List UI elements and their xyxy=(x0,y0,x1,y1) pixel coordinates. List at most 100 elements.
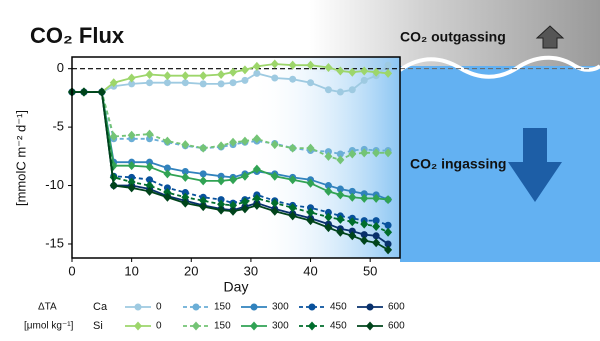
marker xyxy=(360,231,368,239)
marker xyxy=(163,192,172,202)
marker xyxy=(372,238,381,248)
marker xyxy=(336,66,345,76)
marker xyxy=(217,141,226,151)
marker xyxy=(384,221,392,229)
marker xyxy=(128,173,136,181)
marker xyxy=(307,79,315,87)
marker xyxy=(336,190,345,200)
marker xyxy=(229,200,238,210)
marker xyxy=(324,212,333,222)
series-line xyxy=(72,91,389,245)
marker xyxy=(181,189,189,197)
marker xyxy=(360,193,369,203)
marker xyxy=(384,148,393,158)
marker xyxy=(288,143,297,153)
marker xyxy=(163,71,172,81)
legend-title: ΔTA xyxy=(38,302,57,313)
marker xyxy=(181,198,190,208)
marker xyxy=(229,175,238,185)
marker xyxy=(324,182,332,190)
marker xyxy=(145,70,154,80)
marker xyxy=(97,87,106,97)
marker xyxy=(127,130,136,140)
series-line xyxy=(72,91,389,155)
marker xyxy=(163,169,172,179)
marker xyxy=(240,65,249,75)
marker xyxy=(288,203,297,213)
marker xyxy=(163,164,171,172)
marker xyxy=(229,206,238,216)
marker xyxy=(217,80,225,88)
marker xyxy=(199,71,208,81)
y-tick-label: -15 xyxy=(45,235,64,250)
legend-label: 150 xyxy=(214,321,231,332)
series-line xyxy=(72,91,389,161)
legend-label: 600 xyxy=(388,302,405,313)
series-line xyxy=(72,63,389,93)
marker xyxy=(229,137,238,147)
marker xyxy=(145,162,154,172)
x-axis-label: Day xyxy=(224,279,249,295)
marker xyxy=(109,181,118,191)
marker xyxy=(372,193,381,203)
marker xyxy=(360,148,369,158)
marker xyxy=(306,178,315,188)
marker xyxy=(348,187,356,195)
legend-label: 450 xyxy=(330,321,347,332)
marker xyxy=(217,176,226,186)
marker xyxy=(145,129,154,139)
legend-marker xyxy=(308,303,316,311)
marker xyxy=(270,140,279,150)
marker xyxy=(163,184,171,192)
sea xyxy=(400,66,600,262)
marker xyxy=(306,216,315,226)
legend-label: 0 xyxy=(156,321,162,332)
marker xyxy=(306,143,315,153)
marker xyxy=(181,79,189,87)
marker xyxy=(271,74,279,82)
marker xyxy=(241,76,249,84)
marker xyxy=(270,206,279,216)
legend-marker xyxy=(250,321,258,331)
marker xyxy=(372,221,381,231)
marker xyxy=(181,140,190,150)
marker xyxy=(288,211,297,221)
y-tick-label: -10 xyxy=(45,177,64,192)
marker xyxy=(252,200,261,210)
legend-label: 450 xyxy=(330,302,347,313)
marker xyxy=(348,67,357,77)
marker xyxy=(372,67,381,77)
marker xyxy=(324,151,333,161)
marker xyxy=(384,195,393,205)
marker xyxy=(217,205,226,215)
series-line xyxy=(72,64,389,93)
marker xyxy=(146,135,154,143)
marker xyxy=(127,73,136,83)
marker xyxy=(324,186,333,196)
marker xyxy=(229,67,238,77)
marker xyxy=(360,219,369,229)
series-line xyxy=(72,91,389,251)
marker xyxy=(372,148,381,158)
marker xyxy=(348,217,357,227)
marker xyxy=(360,66,369,76)
marker xyxy=(348,231,357,241)
x-tick-label: 40 xyxy=(303,263,317,278)
marker xyxy=(324,86,332,94)
marker xyxy=(252,61,261,71)
legend-row-label: Ca xyxy=(93,301,108,313)
marker xyxy=(146,79,154,87)
marker xyxy=(360,235,369,245)
marker xyxy=(127,177,136,187)
marker xyxy=(199,143,208,153)
marker xyxy=(199,80,207,88)
legend-row-label: Si xyxy=(93,320,103,332)
marker xyxy=(181,168,189,176)
marker xyxy=(289,75,297,83)
marker xyxy=(128,80,136,88)
legend-marker xyxy=(250,303,258,311)
marker xyxy=(127,183,136,193)
marker xyxy=(163,136,172,146)
legend-label: 300 xyxy=(272,302,289,313)
marker xyxy=(240,204,249,214)
